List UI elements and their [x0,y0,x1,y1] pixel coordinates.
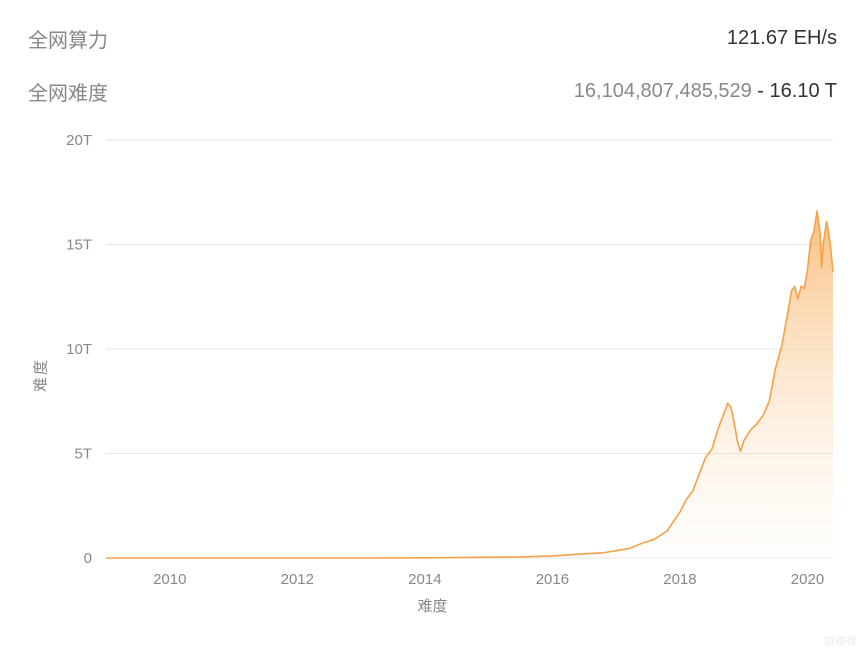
hashrate-label: 全网算力 [28,24,108,53]
container: 全网算力 121.67 EH/s 全网难度 16,104,807,485,529… [0,0,865,655]
svg-text:20T: 20T [66,132,92,149]
svg-text:2012: 2012 [281,571,314,588]
svg-text:2010: 2010 [153,571,186,588]
svg-text:15T: 15T [66,237,92,254]
svg-text:0: 0 [84,550,92,567]
svg-text:2016: 2016 [536,571,569,588]
svg-text:10T: 10T [66,341,92,358]
difficulty-number: 16,104,807,485,529 [574,80,752,102]
difficulty-value: 16,104,807,485,529 - 16.10 T [574,80,837,103]
hashrate-value: 121.67 EH/s [727,27,837,50]
watermark: 链得得 [824,633,857,649]
difficulty-chart: 难度 05T10T15T20T201020122014201620182020 … [28,130,837,620]
difficulty-row: 全网难度 16,104,807,485,529 - 16.10 T [28,77,837,106]
svg-text:5T: 5T [74,446,92,463]
difficulty-label: 全网难度 [28,77,108,106]
chart-svg: 0 5T 10T 15T 20T 2010 2012 2014 2016 2018 2020 [28,130,837,620]
svg-text:2014: 2014 [408,571,441,588]
difficulty-sep: - [752,80,770,102]
hashrate-row: 全网算力 121.67 EH/s [28,24,837,53]
svg-text:2018: 2018 [663,571,696,588]
x-axis-label: 难度 [417,595,447,616]
svg-text:2020: 2020 [791,571,824,588]
difficulty-t: 16.10 T [770,80,837,102]
